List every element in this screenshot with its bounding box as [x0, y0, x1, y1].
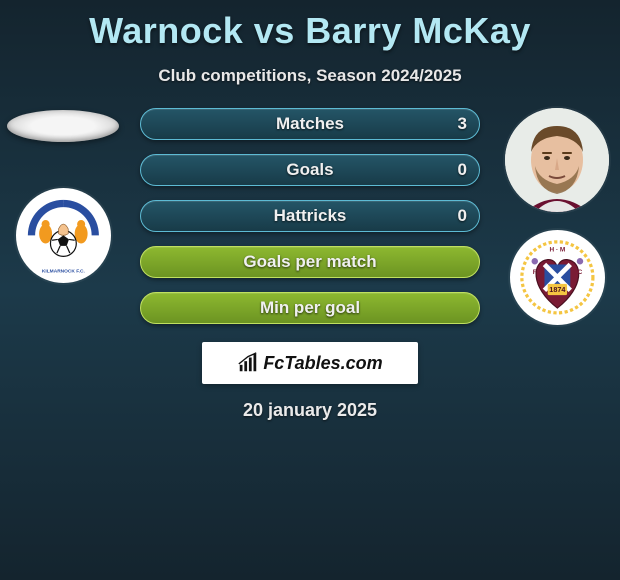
player-avatar-left — [7, 110, 119, 142]
subtitle: Club competitions, Season 2024/2025 — [0, 66, 620, 86]
date-label: 20 january 2025 — [0, 400, 620, 421]
right-column: 1874 H · M F C — [502, 108, 612, 325]
page-title: Warnock vs Barry McKay — [0, 0, 620, 52]
stat-label: Goals — [286, 160, 333, 180]
svg-text:KILMARNOCK F.C.: KILMARNOCK F.C. — [42, 269, 86, 275]
svg-text:C: C — [577, 269, 582, 276]
svg-text:F: F — [532, 269, 536, 276]
stat-pill-goals-per-match: Goals per match — [140, 246, 480, 278]
club-crest-left: CONFIDEMUS KILMARNOCK F.C. — [16, 188, 111, 283]
brand-badge: FcTables.com — [202, 342, 418, 384]
stat-label: Matches — [276, 114, 344, 134]
player-avatar-right — [505, 108, 609, 212]
stat-right-value: 0 — [458, 206, 467, 226]
brand-text: FcTables.com — [263, 353, 382, 374]
kilmarnock-crest-icon: CONFIDEMUS KILMARNOCK F.C. — [23, 195, 104, 276]
stat-pill-hattricks: Hattricks 0 — [140, 200, 480, 232]
crest-year: 1874 — [549, 285, 565, 294]
stat-label: Min per goal — [260, 298, 360, 318]
club-crest-right: 1874 H · M F C — [510, 230, 605, 325]
stat-pill-min-per-goal: Min per goal — [140, 292, 480, 324]
svg-text:H · M: H · M — [549, 247, 565, 254]
stat-right-value: 0 — [458, 160, 467, 180]
left-column: CONFIDEMUS KILMARNOCK F.C. — [8, 108, 118, 283]
bar-chart-icon — [237, 352, 259, 374]
stat-pill-goals: Goals 0 — [140, 154, 480, 186]
svg-text:CONFIDEMUS: CONFIDEMUS — [47, 202, 80, 208]
stat-pill-list: Matches 3 Goals 0 Hattricks 0 Goals per … — [140, 108, 480, 324]
player-face-icon — [505, 108, 609, 212]
hearts-crest-icon: 1874 H · M F C — [517, 237, 598, 318]
comparison-panel: CONFIDEMUS KILMARNOCK F.C. — [0, 108, 620, 421]
stat-pill-matches: Matches 3 — [140, 108, 480, 140]
stat-label: Hattricks — [274, 206, 347, 226]
stat-label: Goals per match — [243, 252, 376, 272]
stat-right-value: 3 — [458, 114, 467, 134]
